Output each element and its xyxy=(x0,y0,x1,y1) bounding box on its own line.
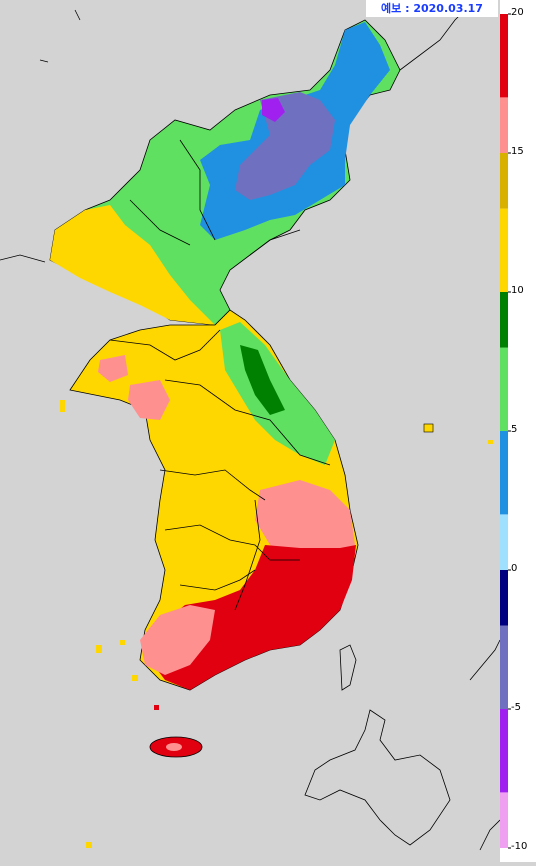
legend-band-11 xyxy=(500,14,508,98)
legend-tick-label: 0 xyxy=(511,563,518,574)
west-coast-pink xyxy=(128,380,170,420)
legend-band-6 xyxy=(500,347,508,431)
legend-tick-label: 10 xyxy=(511,285,524,296)
legend-band-8 xyxy=(500,208,508,292)
legend-band-3 xyxy=(500,570,508,626)
legend-color-bar xyxy=(500,13,511,849)
north-coldest-zone xyxy=(235,92,335,200)
southeast-mild-zone xyxy=(255,480,355,560)
ulleung-island xyxy=(423,423,434,433)
west-coast-pink-2 xyxy=(98,355,128,382)
legend-band-9 xyxy=(500,153,508,209)
legend-tick-label: -10 xyxy=(511,841,528,852)
north-purple-zone xyxy=(262,98,285,122)
legend-tick-label: 15 xyxy=(511,146,524,157)
jeju-island-center xyxy=(166,743,182,751)
forecast-date-label: 예보 : 2020.03.17 xyxy=(366,0,498,17)
southwest-mild-zone xyxy=(140,605,215,675)
legend-tick-label: -5 xyxy=(511,702,521,713)
province-boundaries xyxy=(109,139,331,611)
color-legend xyxy=(500,0,536,862)
legend-band-2 xyxy=(500,625,508,709)
legend-band-10 xyxy=(500,97,508,153)
legend-band-1 xyxy=(500,709,508,793)
northwest-warm-zone xyxy=(50,205,215,325)
legend-band-0 xyxy=(500,792,508,848)
west-islands xyxy=(60,400,493,848)
legend-tick-label: 20 xyxy=(511,7,524,18)
southeast-hot-zone xyxy=(150,545,356,690)
legend-band-7 xyxy=(500,292,508,348)
legend-band-5 xyxy=(500,431,508,515)
japan-outline xyxy=(304,639,500,851)
east-mountain-cool xyxy=(240,345,285,415)
legend-tick-label: 5 xyxy=(511,424,518,435)
legend-band-4 xyxy=(500,514,508,570)
temperature-map xyxy=(0,4,500,851)
